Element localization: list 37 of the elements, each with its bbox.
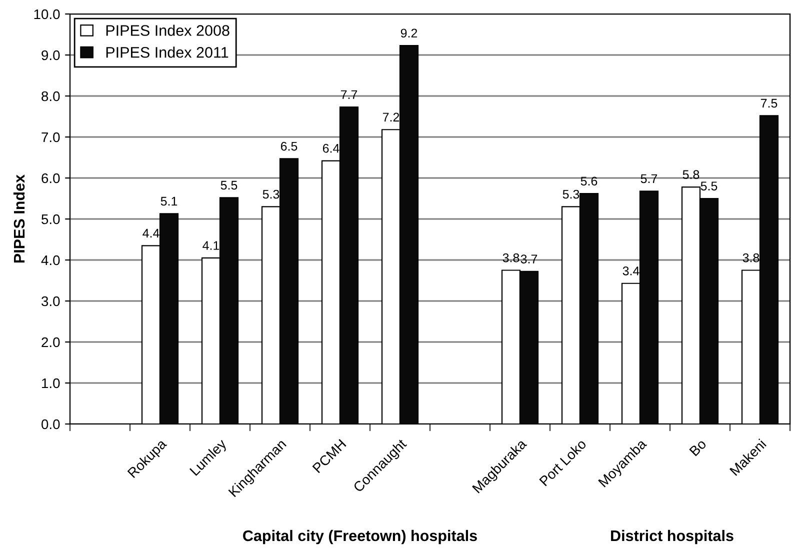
y-tick-label: 0.0 [42, 419, 60, 430]
y-axis-title: PIPES Index [13, 174, 25, 263]
data-label: 5.1 [160, 196, 178, 206]
data-label: 5.3 [562, 190, 580, 199]
data-label: 7.7 [340, 90, 358, 99]
data-label: 4.4 [142, 228, 160, 238]
x-tick-label: Bo [689, 438, 707, 456]
data-label: 5.7 [640, 174, 658, 184]
text: District hospitals [611, 530, 734, 544]
y-tick-label: 6.0 [42, 173, 60, 184]
y-tick-label: 1.0 [42, 378, 60, 388]
data-label: 9.2 [400, 28, 418, 38]
data-label: 5.5 [700, 182, 718, 190]
data-label: 3.4 [622, 266, 640, 276]
data-label: 5.8 [682, 170, 700, 179]
data-label: 6.5 [280, 142, 298, 151]
data-label: 4.1 [202, 241, 220, 250]
data-label: 5.3 [262, 190, 280, 199]
y-tick-label: 4.0 [41, 255, 60, 266]
y-tick-label: 8.0 [42, 91, 60, 102]
legend-label: PIPES Index 2011 [106, 46, 228, 58]
data-label: 5.6 [580, 176, 598, 186]
data-label: 7.2 [382, 112, 400, 122]
text: Capital city (Freetown) hospitals [243, 530, 477, 544]
data-label: 5.5 [220, 180, 238, 190]
y-tick-label: 7.0 [42, 132, 60, 142]
y-tick-label: 3.0 [42, 296, 60, 306]
data-label: 7.5 [760, 98, 778, 108]
legend-label: PIPES Index 2008 [106, 24, 230, 36]
data-label: 3.7 [520, 254, 538, 264]
y-tick-label: 10.0 [34, 9, 60, 20]
data-label: 6.4 [322, 144, 340, 153]
y-tick-label: 9.0 [42, 50, 60, 60]
data-label: 3.8 [742, 253, 760, 262]
y-tick-label: 2.0 [42, 337, 60, 348]
y-tick-label: 5.0 [42, 214, 60, 224]
data-label: 3.8 [502, 253, 520, 262]
